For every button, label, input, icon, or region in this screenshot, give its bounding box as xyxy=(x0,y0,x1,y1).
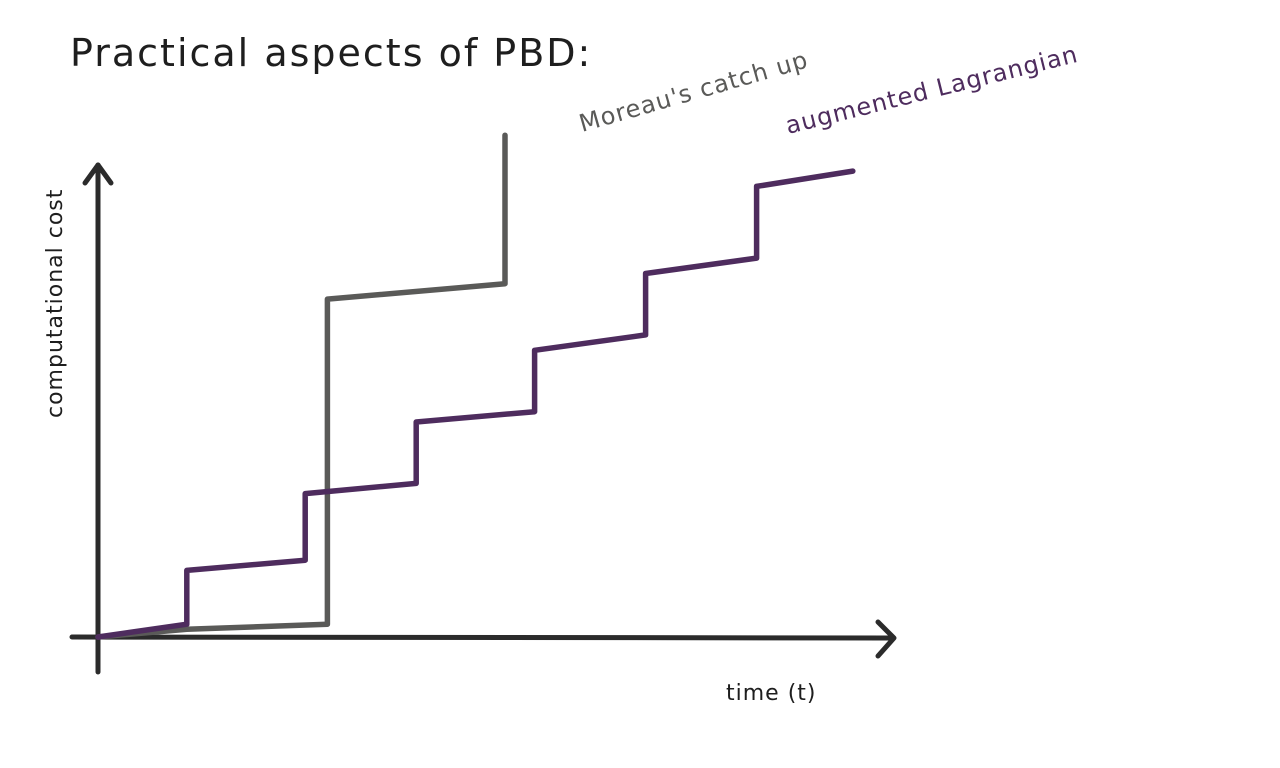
y-axis-arrowhead xyxy=(82,162,114,186)
series-label-augmented-lagrangian: augmented Lagrangian xyxy=(783,40,1081,140)
series-line-1 xyxy=(95,168,856,640)
chart-title: Practical aspects of PBD: xyxy=(70,31,592,75)
series-layer xyxy=(95,132,856,640)
y-axis-label: computational cost xyxy=(43,189,68,418)
x-axis-arrowhead xyxy=(875,619,897,659)
axes xyxy=(69,162,897,675)
x-axis-line xyxy=(69,634,896,641)
x-axis-label: time (t) xyxy=(726,681,817,706)
series-line-0 xyxy=(95,132,508,640)
series-label-moreau: Moreau's catch up xyxy=(576,46,811,138)
